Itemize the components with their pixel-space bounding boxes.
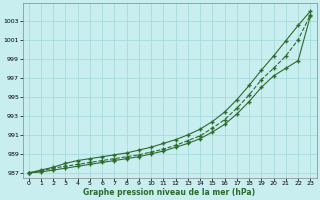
X-axis label: Graphe pression niveau de la mer (hPa): Graphe pression niveau de la mer (hPa) bbox=[84, 188, 256, 197]
